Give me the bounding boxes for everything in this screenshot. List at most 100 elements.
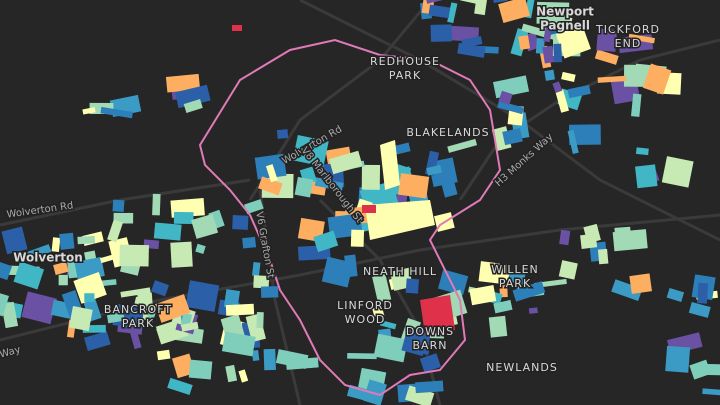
building-block xyxy=(549,25,562,35)
building-block xyxy=(544,69,556,81)
building-block xyxy=(225,364,238,383)
place-label: Wolverton xyxy=(13,251,83,265)
building-block xyxy=(58,274,68,286)
building-block xyxy=(77,235,96,245)
building-block xyxy=(221,331,256,357)
building-block xyxy=(415,380,444,394)
building-block xyxy=(73,271,107,304)
building-block xyxy=(59,232,75,250)
building-block xyxy=(100,106,133,119)
building-block xyxy=(223,289,241,309)
building-block xyxy=(492,0,508,3)
building-block xyxy=(82,295,102,322)
building-block xyxy=(597,248,609,265)
building-block xyxy=(379,320,397,330)
building-block xyxy=(253,275,270,289)
building-block xyxy=(497,100,525,115)
building-block xyxy=(314,177,344,192)
place-label: BARN xyxy=(413,339,448,352)
road xyxy=(258,189,302,405)
place-label: BLAKELANDS xyxy=(406,126,489,139)
building-block xyxy=(555,89,570,113)
building-block xyxy=(260,286,279,298)
building-block xyxy=(426,164,442,176)
building-block xyxy=(597,75,627,83)
building-block xyxy=(559,229,571,246)
building-block xyxy=(380,140,400,190)
building-block xyxy=(347,352,377,360)
building-block xyxy=(113,212,134,224)
building-block xyxy=(518,35,531,50)
building-block xyxy=(536,1,570,25)
place-label: DOWNS xyxy=(406,325,454,338)
building-block xyxy=(152,193,161,216)
building-block xyxy=(188,359,213,380)
building-block xyxy=(665,345,691,373)
building-block xyxy=(51,237,61,252)
building-block xyxy=(107,219,124,243)
building-block xyxy=(128,325,142,350)
building-block xyxy=(82,107,96,115)
building-block xyxy=(66,255,80,279)
building-block xyxy=(420,295,455,335)
building-block xyxy=(552,81,563,94)
building-block xyxy=(183,99,203,113)
building-block xyxy=(313,230,339,253)
building-block xyxy=(252,262,261,277)
building-block xyxy=(567,129,579,155)
boundary xyxy=(198,38,502,397)
building-block xyxy=(561,71,576,83)
building-block xyxy=(558,260,578,280)
building-block xyxy=(328,150,363,175)
building-block xyxy=(256,311,264,329)
place-label: TICKFORD xyxy=(595,23,660,36)
building-block xyxy=(373,333,409,363)
building-block xyxy=(444,25,480,42)
building-block xyxy=(596,28,618,52)
place-label: PARK xyxy=(499,277,531,290)
building-block xyxy=(191,213,219,239)
building-block xyxy=(438,269,469,296)
building-block xyxy=(567,84,591,99)
building-block xyxy=(689,359,712,380)
building-block xyxy=(512,281,546,302)
building-block xyxy=(112,303,145,330)
road xyxy=(0,178,251,227)
building-block xyxy=(1,226,28,255)
building-block xyxy=(405,278,420,294)
building-block xyxy=(195,243,206,255)
building-block xyxy=(535,38,545,54)
building-block xyxy=(459,0,479,5)
place-label: Pagnell xyxy=(540,19,590,33)
building-block xyxy=(265,164,278,183)
building-block xyxy=(362,205,376,213)
building-block xyxy=(553,43,563,63)
building-block xyxy=(294,176,314,198)
building-block xyxy=(106,312,125,324)
building-block xyxy=(628,33,655,44)
building-block xyxy=(461,36,483,48)
building-block xyxy=(498,90,513,105)
place-label: PARK xyxy=(122,317,154,330)
building-block xyxy=(153,222,182,241)
building-block xyxy=(430,24,452,42)
building-block xyxy=(569,124,601,146)
building-block xyxy=(629,273,652,294)
building-block xyxy=(151,280,169,297)
building-block xyxy=(21,291,57,325)
building-block xyxy=(225,303,255,316)
building-block xyxy=(447,2,458,24)
building-block xyxy=(688,301,711,318)
building-block xyxy=(447,138,478,153)
building-block xyxy=(84,331,111,351)
place-label: BANCROFT xyxy=(104,303,172,316)
building-block xyxy=(498,0,531,24)
building-block xyxy=(594,49,619,65)
place-label: NEWLANDS xyxy=(486,361,558,374)
place-label: Newport xyxy=(536,5,594,19)
place-label: PARK xyxy=(389,69,421,82)
building-block xyxy=(276,129,289,139)
building-block xyxy=(611,279,643,302)
